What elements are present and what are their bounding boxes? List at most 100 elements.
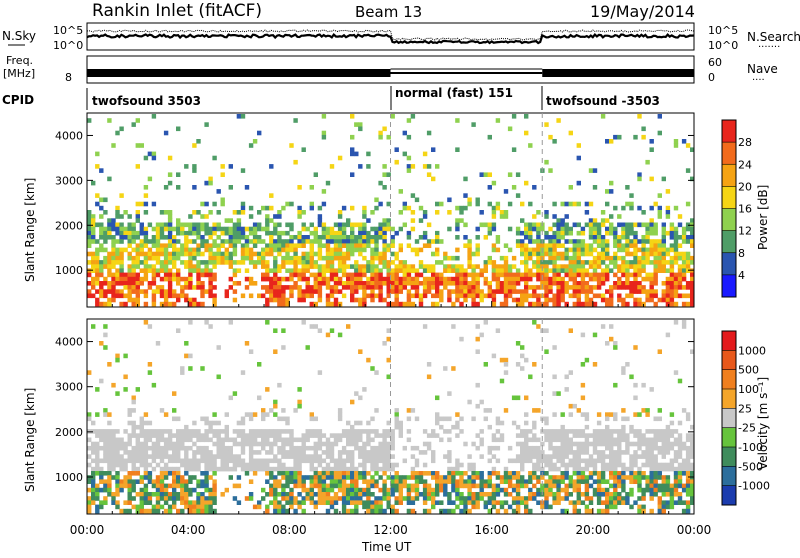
power-cell [459, 281, 464, 286]
velocity-cell [406, 492, 412, 497]
power-cell [289, 235, 294, 240]
velocity-cell [592, 492, 598, 497]
velocity-cell [366, 437, 371, 443]
power-cell [406, 155, 412, 161]
velocity-cell [220, 466, 225, 472]
power-cell [123, 226, 128, 232]
power-cell [633, 260, 638, 265]
power-cell [649, 251, 654, 257]
velocity-cell [240, 441, 246, 447]
velocity-cell [176, 483, 181, 489]
power-cell [204, 180, 209, 186]
velocity-cell [273, 496, 278, 501]
power-cell [139, 239, 144, 244]
velocity-cell [309, 454, 314, 459]
power-cell [273, 268, 278, 273]
time-tick-label: 16:00 [474, 523, 509, 537]
velocity-cell [354, 475, 359, 480]
velocity-cell [172, 416, 177, 422]
velocity-cell [95, 504, 100, 510]
velocity-cell [681, 500, 687, 505]
power-cell [224, 289, 229, 294]
power-cell [669, 247, 675, 253]
power-cell [341, 222, 347, 228]
velocity-cell [613, 429, 618, 434]
power-cell [127, 251, 132, 257]
power-cell [661, 239, 666, 244]
velocity-cell [426, 433, 432, 438]
velocity-cell [414, 487, 420, 493]
power-cell [564, 247, 569, 253]
velocity-cell [491, 500, 497, 505]
power-cell [613, 251, 618, 257]
velocity-cell [346, 441, 351, 447]
power-cell [629, 293, 634, 299]
velocity-cell [621, 483, 626, 489]
velocity-cell [184, 445, 189, 451]
velocity-cell [532, 496, 537, 501]
velocity-cell [479, 492, 484, 497]
power-cell [147, 222, 153, 228]
freq-traces [87, 68, 694, 77]
velocity-cell [99, 437, 104, 443]
velocity-cell [596, 475, 602, 480]
velocity-cell [346, 487, 351, 493]
velocity-cell [471, 504, 476, 510]
velocity-cell [588, 483, 594, 489]
power-cell [321, 130, 327, 136]
velocity-cell [613, 345, 618, 350]
power-cell [297, 185, 302, 190]
velocity-cell [596, 508, 602, 514]
velocity-cell [690, 496, 695, 501]
power-cell [147, 176, 153, 182]
velocity-cell [536, 458, 541, 464]
velocity-cell [305, 429, 310, 434]
power-cell [609, 180, 614, 186]
power-cell [196, 268, 201, 273]
velocity-cell [329, 475, 335, 480]
velocity-cell [370, 437, 375, 443]
velocity-cell [390, 504, 395, 510]
power-cell [358, 126, 363, 132]
power-cell [641, 289, 646, 294]
power-cell [398, 276, 403, 282]
power-cell [386, 243, 391, 248]
power-cell [382, 260, 387, 265]
power-cell [479, 297, 484, 303]
power-cell [499, 264, 505, 269]
power-cell [167, 293, 173, 299]
power-cell [155, 230, 161, 236]
power-cell [163, 185, 169, 190]
velocity-cell [257, 500, 262, 505]
velocity-cell [301, 500, 306, 505]
velocity-cell [313, 433, 318, 438]
power-cell [350, 151, 355, 157]
velocity-cell [180, 500, 185, 505]
velocity-cell [592, 479, 598, 484]
velocity-cell [309, 412, 314, 417]
velocity-cell [172, 471, 177, 476]
power-cell [293, 243, 298, 248]
power-cell [690, 147, 695, 152]
power-cell [540, 272, 545, 278]
velocity-cell [281, 437, 286, 443]
velocity-cell [99, 504, 104, 510]
power-cell [600, 239, 606, 244]
velocity-cell [252, 429, 258, 434]
velocity-cell [252, 504, 258, 510]
power-cell [212, 293, 217, 299]
power-cell [127, 255, 132, 261]
velocity-cell [305, 475, 310, 480]
velocity-cell [475, 403, 480, 409]
velocity-cell [143, 458, 149, 464]
velocity-cell [548, 454, 553, 459]
velocity-heatmap [87, 320, 695, 514]
power-cell [184, 251, 189, 257]
power-cell [167, 172, 173, 177]
power-cell [511, 264, 517, 269]
power-cell [520, 218, 525, 223]
power-cell [374, 205, 379, 211]
power-cell [261, 285, 266, 290]
velocity-cell [487, 492, 492, 497]
power-cell [159, 210, 165, 215]
